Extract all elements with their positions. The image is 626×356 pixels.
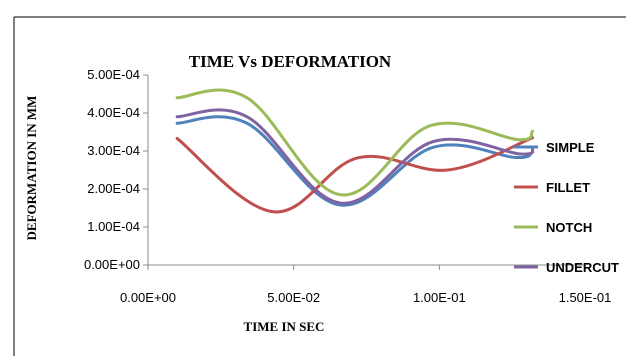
x-axis-ticks: 0.00E+00 5.00E-02 1.00E-01 1.50E-01 [120, 265, 611, 305]
series-line-undercut [175, 108, 535, 205]
series-line-fillet [175, 136, 535, 214]
x-tick-label: 5.00E-02 [267, 290, 320, 305]
y-tick-label: 1.00E-04 [87, 219, 140, 234]
legend-label-undercut: UNDERCUT [546, 260, 619, 275]
y-tick-label: 2.00E-04 [87, 181, 140, 196]
legend: SIMPLE FILLET NOTCH UNDERCUT [514, 140, 619, 275]
x-tick-label: 1.50E-01 [559, 290, 612, 305]
series-line-simple [175, 115, 535, 207]
y-tick-label: 0.00E+00 [84, 257, 140, 272]
x-tick-label: 1.00E-01 [413, 290, 466, 305]
legend-label-simple: SIMPLE [546, 140, 595, 155]
series-lines [175, 88, 535, 214]
y-axis-title: DEFORMATION IN MM [24, 96, 39, 241]
legend-label-fillet: FILLET [546, 180, 590, 195]
y-axis-ticks: 0.00E+00 1.00E-04 2.00E-04 3.00E-04 4.00E-04… [84, 67, 148, 272]
x-axis-title: TIME IN SEC [244, 319, 325, 334]
y-tick-label: 5.00E-04 [87, 67, 140, 82]
y-tick-label: 3.00E-04 [87, 143, 140, 158]
axes [147, 75, 585, 266]
x-tick-label: 0.00E+00 [120, 290, 176, 305]
series-line-notch [175, 88, 535, 197]
chart-title: TIME Vs DEFORMATION [189, 52, 392, 71]
y-tick-label: 4.00E-04 [87, 105, 140, 120]
legend-label-notch: NOTCH [546, 220, 592, 235]
